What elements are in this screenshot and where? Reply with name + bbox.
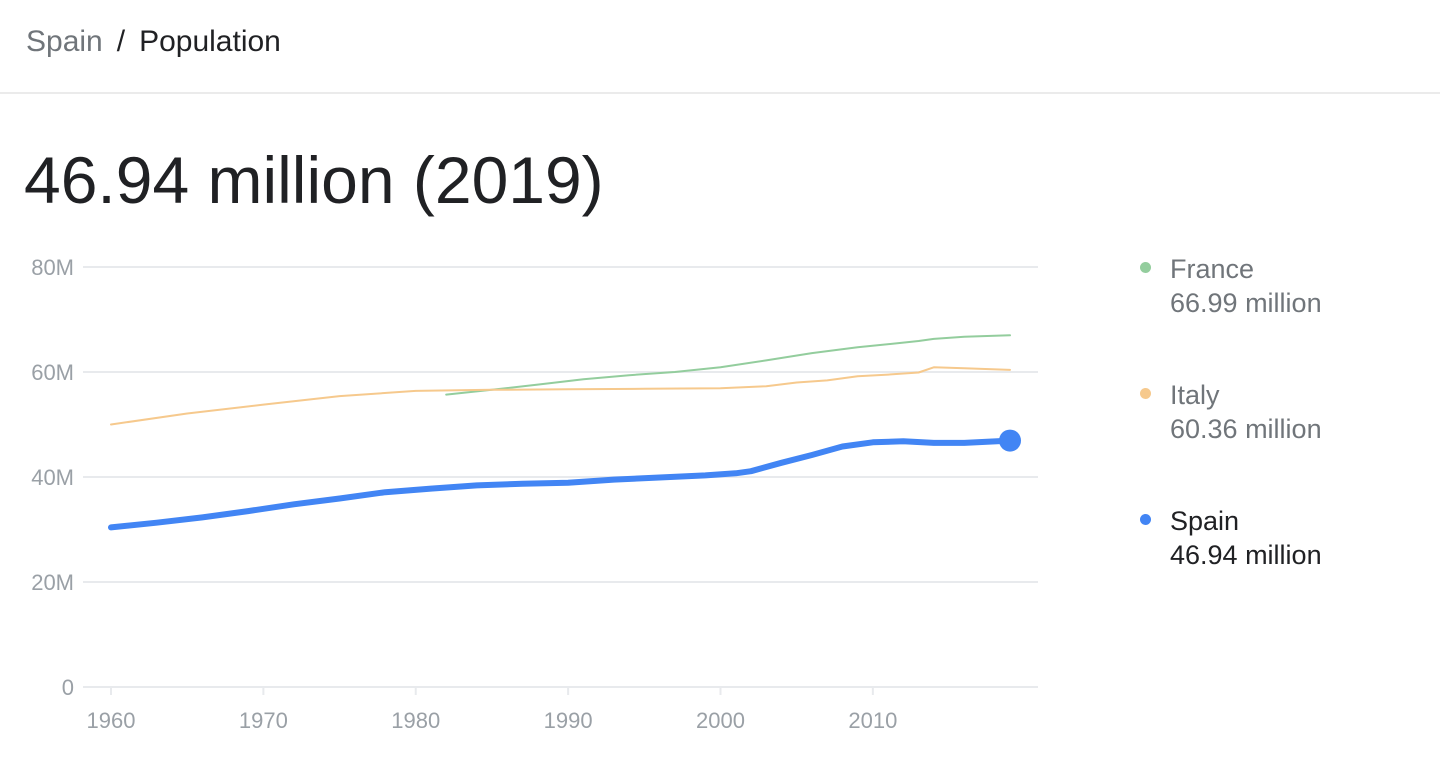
breadcrumb-separator: / xyxy=(116,25,126,58)
legend-item-france[interactable]: France 66.99 million xyxy=(1140,252,1420,378)
x-tick-label: 2000 xyxy=(696,708,745,733)
population-line-chart: 0 20M 40M 60M 80M 1960 1970 1980 1990 2000 2010 xyxy=(31,255,1038,733)
legend-series-name: France xyxy=(1170,254,1255,284)
breadcrumb: Spain / Population xyxy=(26,22,281,62)
series-line-italy xyxy=(110,366,1011,426)
legend-series-name: Spain xyxy=(1170,506,1240,536)
y-tick-label: 40M xyxy=(31,465,74,490)
legend-series-value: 66.99 million xyxy=(1170,288,1322,318)
breadcrumb-current-population: Population xyxy=(139,25,281,58)
breadcrumb-link-spain[interactable]: Spain xyxy=(26,25,103,58)
legend-series-value: 60.36 million xyxy=(1170,414,1322,444)
y-tick-label: 60M xyxy=(31,360,74,385)
legend-dot-icon xyxy=(1140,514,1151,525)
x-tick-label: 1970 xyxy=(239,708,288,733)
series-line-france xyxy=(445,334,1011,396)
x-tick-label: 1990 xyxy=(544,708,593,733)
top-bar: Spain / Population xyxy=(0,0,1440,94)
chart-legend: France 66.99 million Italy 60.36 million… xyxy=(1140,252,1420,630)
legend-series-value: 46.94 million xyxy=(1170,540,1322,570)
x-tick-label: 1980 xyxy=(391,708,440,733)
series-line-spain xyxy=(108,437,1013,531)
x-tick-label: 2010 xyxy=(848,708,897,733)
series-endpoint-spain xyxy=(999,429,1021,452)
y-tick-label: 0 xyxy=(62,675,74,700)
x-tick-label: 1960 xyxy=(87,708,136,733)
legend-item-italy[interactable]: Italy 60.36 million xyxy=(1140,378,1420,504)
legend-dot-icon xyxy=(1140,262,1151,273)
headline-value: 46.94 million (2019) xyxy=(24,143,604,217)
y-tick-label: 20M xyxy=(31,570,74,595)
y-tick-label: 80M xyxy=(31,255,74,280)
legend-series-name: Italy xyxy=(1170,380,1220,410)
legend-dot-icon xyxy=(1140,388,1151,399)
legend-item-spain[interactable]: Spain 46.94 million xyxy=(1140,504,1420,630)
